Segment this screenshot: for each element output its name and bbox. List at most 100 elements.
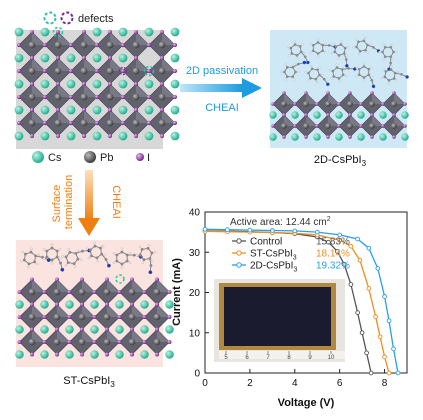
cs-atom (165, 325, 174, 334)
data-point (341, 261, 347, 267)
i-atom (370, 91, 374, 95)
i-atom (105, 352, 109, 357)
pb-atom (78, 288, 86, 296)
i-atom (159, 29, 165, 35)
efficiency-label: 15.83% (316, 237, 350, 248)
cs-atom (335, 133, 343, 141)
i-atom (403, 102, 407, 106)
i-atom (68, 120, 74, 126)
pb-atom (158, 41, 166, 49)
cs-atom (92, 131, 102, 141)
data-point (335, 249, 340, 254)
i-atom (359, 102, 363, 106)
cs-atom (65, 325, 74, 334)
cs-atom (15, 325, 24, 334)
cs-defect (52, 26, 64, 38)
i-atom (381, 124, 385, 128)
cs-atom (40, 27, 50, 37)
i-atom (130, 327, 134, 332)
pb-atom (153, 288, 161, 296)
i-atom (159, 81, 165, 87)
passivation-label: 2D passivation (186, 65, 258, 77)
x-tick-label: 6 (337, 378, 343, 389)
i-label: I (147, 152, 150, 164)
cs-defect (143, 65, 155, 77)
i-atom (348, 135, 352, 139)
i-atom (133, 55, 139, 61)
i-atom (55, 107, 61, 113)
cs-atom (92, 79, 102, 89)
cheai-molecule (20, 247, 51, 269)
i-atom (159, 133, 165, 139)
ruler-label: 5 (224, 355, 228, 361)
y-tick-label: 40 (189, 208, 201, 219)
cheai-molecule (42, 243, 65, 272)
i-atom (30, 302, 34, 307)
pb-atom (53, 288, 61, 296)
pb-atom (132, 119, 140, 127)
i-atom (55, 327, 59, 332)
i-atom (94, 68, 100, 74)
cs-atom (66, 105, 76, 115)
cs-atom (140, 300, 149, 309)
jv-chart: 5 6 7 8 9 10 0 2 4 6 8 0 10 20 30 40 Control 15.83% ST-C… (171, 208, 408, 409)
i-atom (282, 91, 286, 95)
cs-atom (118, 53, 128, 63)
cs-atom (313, 133, 321, 141)
i-atom (67, 315, 72, 319)
data-point (269, 228, 275, 233)
i-atom (94, 94, 100, 100)
i-atom (326, 91, 330, 95)
i-atom (133, 107, 139, 113)
i-atom (120, 120, 126, 126)
pb-atom (28, 93, 36, 101)
data-point (348, 282, 354, 287)
pb-atom (369, 101, 375, 107)
cs-atom (15, 300, 24, 309)
cs-atom (14, 131, 24, 141)
ruler-label: 10 (328, 355, 335, 361)
pb-atom (158, 119, 166, 127)
i-atom (117, 340, 122, 344)
cs-atom (379, 133, 387, 141)
efficiency-label: 18.14% (316, 249, 350, 260)
pb-atom (103, 313, 111, 321)
cs-atom (118, 105, 128, 115)
cs-atom (144, 27, 154, 37)
cs-atom (115, 325, 124, 334)
pb-atom (347, 123, 353, 129)
legend-marker (236, 250, 242, 256)
cs-atom (40, 325, 49, 334)
cs-atom (90, 300, 99, 309)
pb-atom (128, 338, 136, 346)
cs-defect-icon (43, 11, 57, 25)
cheai-molecule (330, 40, 350, 68)
i-atom (142, 290, 147, 294)
pb-atom (153, 313, 161, 321)
pb-atom (391, 123, 397, 129)
pb-atom (106, 93, 114, 101)
pb-atom (80, 67, 88, 75)
data-point (364, 350, 369, 356)
pb-atom (80, 93, 88, 101)
cs-atom (401, 133, 409, 141)
i-atom (80, 302, 84, 307)
legend-marker (236, 238, 242, 244)
i-atom (133, 29, 139, 35)
pb-atom (369, 123, 375, 129)
i-atom (42, 290, 47, 294)
i-atom (117, 290, 122, 294)
cs-atom (14, 79, 24, 89)
i-atom (337, 124, 341, 128)
pb-atom (303, 101, 309, 107)
cheai-molecule (286, 40, 310, 65)
i-atom (81, 107, 87, 113)
cs-atom (92, 53, 102, 63)
i-atom (94, 120, 100, 126)
cs-defect (115, 274, 125, 284)
i-atom (304, 113, 308, 117)
cheai-molecule (355, 62, 376, 89)
cs-atom (291, 111, 299, 119)
i-atom (17, 290, 22, 294)
